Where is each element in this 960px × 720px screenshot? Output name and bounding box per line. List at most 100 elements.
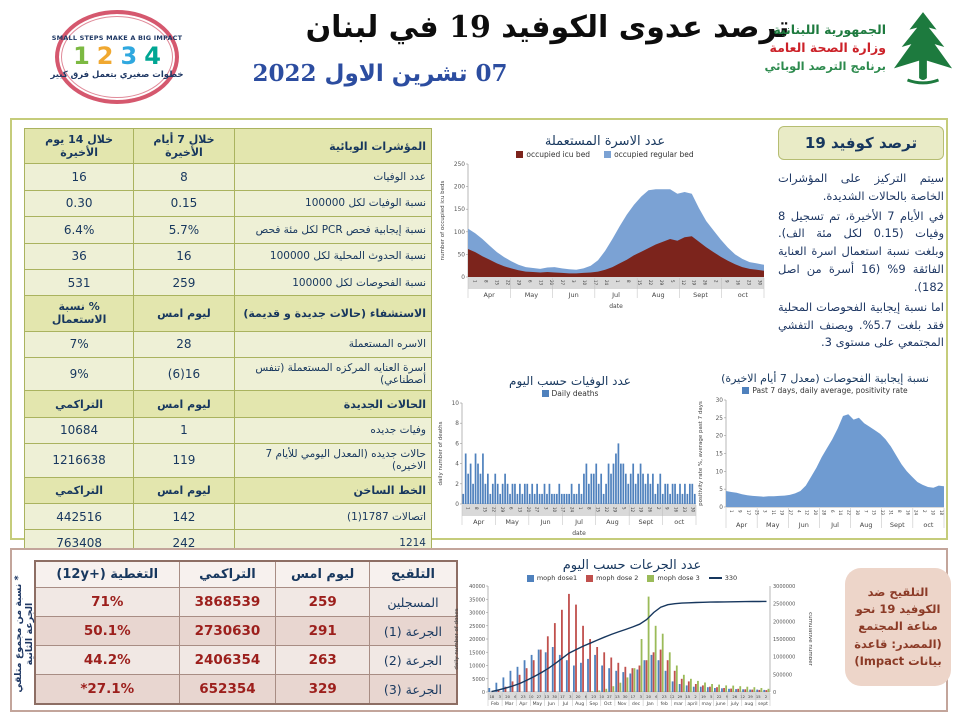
svg-text:29: 29 [613, 507, 618, 513]
table-cell: الاستشفاء (حالات جديدة و قديمة) [233, 295, 433, 332]
svg-text:6: 6 [527, 280, 532, 283]
table-cell: الجرعة (1) [368, 616, 458, 646]
svg-text:17: 17 [746, 510, 751, 516]
chart-svg: 0 5000 10000 15000 20000 25000 30000 35000 40000… [454, 584, 812, 707]
svg-text:1: 1 [615, 280, 620, 283]
svg-text:17: 17 [593, 280, 598, 286]
chart-legend: Past 7 days, daily average, positivity r… [696, 386, 954, 395]
svg-text:oct: oct [674, 518, 685, 526]
legend-swatch [516, 151, 524, 158]
svg-text:22: 22 [491, 507, 496, 513]
svg-text:27: 27 [560, 280, 565, 286]
table-cell: 2406354 [178, 645, 277, 675]
table-section-row: الخط الساخن ليوم امس التراكمي [23, 476, 433, 504]
svg-text:10000: 10000 [469, 664, 485, 670]
table-cell: التراكمي [23, 390, 135, 418]
svg-text:19: 19 [701, 695, 706, 699]
vaccination-footnote: * نسبة من مجموع متلقي الجرعة الثانية [13, 575, 35, 693]
table-cell: نسبة الحدوث المحلية لكل 100000 [233, 242, 433, 270]
svg-text:150: 150 [454, 207, 465, 213]
svg-text:Sept: Sept [693, 291, 708, 299]
table-cell: 1 [133, 416, 235, 445]
column-header: التلقيح [368, 560, 458, 588]
summary-paragraph: في الأيام 7 الأخيرة، تم تسجيل 8 وفيات (0… [778, 208, 944, 294]
svg-text:15: 15 [494, 280, 499, 286]
svg-text:Feb: Feb [491, 701, 499, 707]
table-cell: خلال 14 يوم الأخيرة [23, 127, 135, 165]
svg-text:1000000: 1000000 [773, 655, 795, 661]
table-cell: 3868539 [178, 587, 277, 617]
svg-text:May: May [505, 518, 519, 526]
table-row: الاسره المستعملة 28 7% [23, 330, 433, 359]
svg-text:15: 15 [756, 695, 761, 699]
svg-text:4: 4 [796, 510, 801, 513]
legend-swatch [541, 390, 549, 397]
svg-text:3: 3 [571, 280, 576, 283]
table-cell: ليوم امس [133, 390, 235, 418]
svg-text:6: 6 [830, 510, 835, 513]
svg-text:number of occupied icu beds: number of occupied icu beds [440, 180, 446, 260]
chart-daily-doses: عدد الجرعات حسب اليوم moph dose1 moph dos… [452, 558, 812, 714]
stamp-bottom-text: خطوات صغيري بتعمل فرق كبير [50, 70, 184, 80]
table-cell: 16 [133, 242, 235, 270]
legend-item: Past 7 days, daily average, positivity r… [742, 386, 908, 395]
svg-text:15: 15 [637, 280, 642, 286]
svg-text:20: 20 [716, 434, 724, 440]
svg-text:oct: oct [738, 291, 749, 299]
svg-text:100: 100 [454, 230, 465, 236]
legend-label: occupied icu bed [526, 150, 591, 159]
svg-text:8: 8 [474, 507, 479, 510]
svg-text:Jun: Jun [798, 521, 809, 529]
table-row: المسجلين 259 3868539 71% [34, 587, 458, 617]
svg-text:9: 9 [738, 510, 743, 513]
table-cell: 28 [133, 330, 235, 359]
chart-occupied-beds: عدد الاسرة المستعملة occupied icu bed occ… [438, 134, 772, 311]
table-section-row: الحالات الجديدة ليوم امس التراكمي [23, 390, 433, 418]
svg-text:23: 23 [747, 280, 752, 286]
svg-text:16: 16 [905, 510, 910, 516]
table-row: الجرعة (3) 329 652354 27.1%* [34, 674, 458, 705]
svg-text:0: 0 [773, 690, 776, 696]
svg-text:april: april [687, 701, 697, 707]
legend-swatch [604, 151, 612, 158]
legend-label: occupied regular bed [614, 150, 694, 159]
svg-text:25: 25 [716, 416, 724, 422]
svg-text:23: 23 [682, 507, 687, 513]
svg-text:20: 20 [505, 695, 510, 699]
svg-text:30: 30 [691, 507, 696, 513]
svg-text:5000: 5000 [472, 677, 485, 683]
svg-text:feb: feb [661, 701, 668, 707]
page-title: ترصد عدوى الكوفيد 19 في لبنان [305, 10, 790, 45]
svg-text:1: 1 [729, 510, 734, 513]
table-header-row: التلقيح ليوم امس التراكمي التغطية (+12y) [34, 560, 458, 588]
svg-text:2: 2 [656, 507, 661, 510]
svg-text:35000: 35000 [469, 597, 485, 603]
page-date: 07 تشرين الاول 2022 [252, 60, 508, 87]
svg-text:22: 22 [717, 695, 722, 699]
column-header: التغطية (+12y) [34, 560, 180, 588]
svg-text:24: 24 [604, 280, 609, 286]
svg-text:5: 5 [670, 280, 675, 283]
svg-text:Aug: Aug [575, 701, 584, 707]
svg-text:16: 16 [673, 507, 678, 513]
chart-legend: occupied icu bed occupied regular bed [438, 150, 772, 159]
svg-text:29: 29 [748, 695, 753, 699]
table-cell: الجرعة (3) [368, 674, 458, 705]
svg-text:Jul: Jul [830, 521, 839, 529]
svg-text:13: 13 [544, 695, 549, 699]
table-cell: 71% [34, 587, 180, 617]
ministry-text: الجمهورية اللبنانية وزارة الصحة العامة ب… [765, 21, 886, 76]
svg-text:19: 19 [692, 280, 697, 286]
vaccination-info-text: التلقيح ضد الكوفيد 19 نحو مناعة المجتمع … [854, 584, 942, 668]
svg-text:27: 27 [607, 695, 612, 699]
svg-text:6: 6 [455, 441, 459, 447]
svg-text:3: 3 [640, 695, 643, 699]
table-cell: التراكمي [23, 476, 135, 504]
svg-text:27: 27 [788, 510, 793, 516]
column-header: التراكمي [178, 560, 277, 588]
svg-text:8: 8 [626, 280, 631, 283]
legend-label: moph dose 2 [596, 574, 639, 582]
legend-label: Daily deaths [551, 389, 599, 398]
svg-text:29: 29 [678, 695, 683, 699]
